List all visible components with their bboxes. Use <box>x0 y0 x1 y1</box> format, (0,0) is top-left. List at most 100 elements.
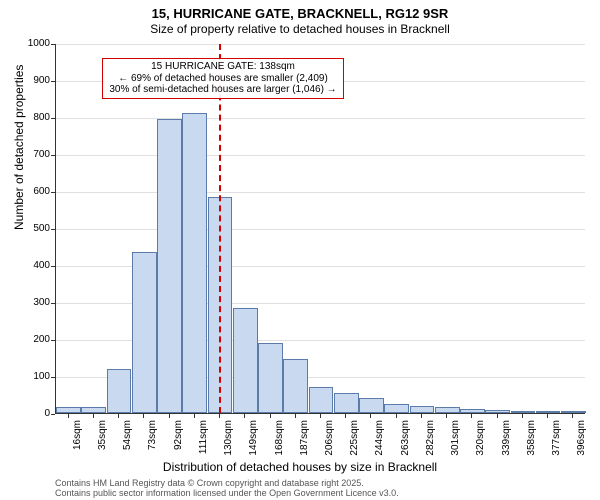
xtick-mark <box>93 414 94 418</box>
bar <box>233 308 258 413</box>
xtick-label: 320sqm <box>475 420 486 456</box>
x-axis-title: Distribution of detached houses by size … <box>0 460 600 474</box>
xtick-label: 187sqm <box>299 420 310 456</box>
xtick-label: 301sqm <box>450 420 461 456</box>
xtick-mark <box>219 414 220 418</box>
xtick-mark <box>118 414 119 418</box>
bar <box>410 406 435 413</box>
xtick-mark <box>169 414 170 418</box>
bar <box>460 409 485 413</box>
ytick-mark <box>51 340 55 341</box>
annotation-line1: 15 HURRICANE GATE: 138sqm <box>107 61 339 73</box>
bar <box>309 387 334 413</box>
xtick-label: 149sqm <box>248 420 259 456</box>
bar <box>81 407 106 413</box>
xtick-mark <box>446 414 447 418</box>
bar <box>485 410 510 413</box>
xtick-mark <box>421 414 422 418</box>
xtick-label: 263sqm <box>400 420 411 456</box>
ytick-mark <box>51 266 55 267</box>
footer-line2: Contains public sector information licen… <box>55 488 399 498</box>
xtick-mark <box>497 414 498 418</box>
gridline <box>56 44 585 45</box>
xtick-mark <box>68 414 69 418</box>
xtick-label: 54sqm <box>122 420 133 450</box>
gridline <box>56 155 585 156</box>
xtick-label: 206sqm <box>324 420 335 456</box>
xtick-mark <box>320 414 321 418</box>
xtick-mark <box>471 414 472 418</box>
bar <box>107 369 132 413</box>
ytick-label: 400 <box>10 260 50 271</box>
ytick-label: 200 <box>10 334 50 345</box>
bar <box>157 119 182 413</box>
gridline <box>56 192 585 193</box>
ytick-label: 100 <box>10 371 50 382</box>
xtick-mark <box>270 414 271 418</box>
bar <box>536 411 561 413</box>
xtick-mark <box>244 414 245 418</box>
xtick-label: 282sqm <box>425 420 436 456</box>
gridline <box>56 229 585 230</box>
ytick-label: 900 <box>10 75 50 86</box>
xtick-mark <box>572 414 573 418</box>
annotation-line3: 30% of semi-detached houses are larger (… <box>107 84 339 96</box>
ytick-label: 1000 <box>10 38 50 49</box>
ytick-label: 0 <box>10 408 50 419</box>
footer-line1: Contains HM Land Registry data © Crown c… <box>55 478 364 488</box>
bar <box>182 113 207 413</box>
bar <box>334 393 359 413</box>
ytick-mark <box>51 414 55 415</box>
xtick-label: 358sqm <box>526 420 537 456</box>
bar <box>359 398 384 413</box>
ytick-label: 800 <box>10 112 50 123</box>
bar <box>435 407 460 413</box>
bar <box>511 411 536 413</box>
ytick-mark <box>51 81 55 82</box>
ytick-mark <box>51 229 55 230</box>
ytick-mark <box>51 118 55 119</box>
ytick-label: 600 <box>10 186 50 197</box>
xtick-label: 92sqm <box>173 420 184 450</box>
xtick-label: 244sqm <box>374 420 385 456</box>
xtick-label: 111sqm <box>198 420 209 454</box>
xtick-mark <box>370 414 371 418</box>
xtick-mark <box>547 414 548 418</box>
plot-area <box>55 44 585 414</box>
annotation-box: 15 HURRICANE GATE: 138sqm ← 69% of detac… <box>102 58 344 99</box>
reference-line <box>219 44 221 413</box>
bar <box>132 252 157 413</box>
xtick-mark <box>345 414 346 418</box>
xtick-label: 16sqm <box>72 420 83 450</box>
bar <box>283 359 308 413</box>
bar <box>56 407 81 413</box>
xtick-mark <box>522 414 523 418</box>
ytick-mark <box>51 44 55 45</box>
ytick-label: 700 <box>10 149 50 160</box>
ytick-label: 300 <box>10 297 50 308</box>
xtick-label: 377sqm <box>551 420 562 456</box>
annotation-line2: ← 69% of detached houses are smaller (2,… <box>107 73 339 85</box>
gridline <box>56 118 585 119</box>
ytick-label: 500 <box>10 223 50 234</box>
chart-title-line2: Size of property relative to detached ho… <box>0 22 600 36</box>
xtick-label: 396sqm <box>576 420 587 456</box>
bar <box>384 404 409 413</box>
ytick-mark <box>51 192 55 193</box>
xtick-label: 339sqm <box>501 420 512 456</box>
ytick-mark <box>51 377 55 378</box>
ytick-mark <box>51 303 55 304</box>
chart-title-line1: 15, HURRICANE GATE, BRACKNELL, RG12 9SR <box>0 6 600 21</box>
xtick-mark <box>143 414 144 418</box>
y-axis-title: Number of detached properties <box>12 65 26 230</box>
xtick-mark <box>295 414 296 418</box>
xtick-label: 225sqm <box>349 420 360 456</box>
bar <box>561 411 586 413</box>
bar <box>258 343 283 413</box>
xtick-mark <box>194 414 195 418</box>
xtick-label: 130sqm <box>223 420 234 456</box>
ytick-mark <box>51 155 55 156</box>
xtick-mark <box>396 414 397 418</box>
xtick-label: 35sqm <box>97 420 108 450</box>
xtick-label: 73sqm <box>147 420 158 450</box>
